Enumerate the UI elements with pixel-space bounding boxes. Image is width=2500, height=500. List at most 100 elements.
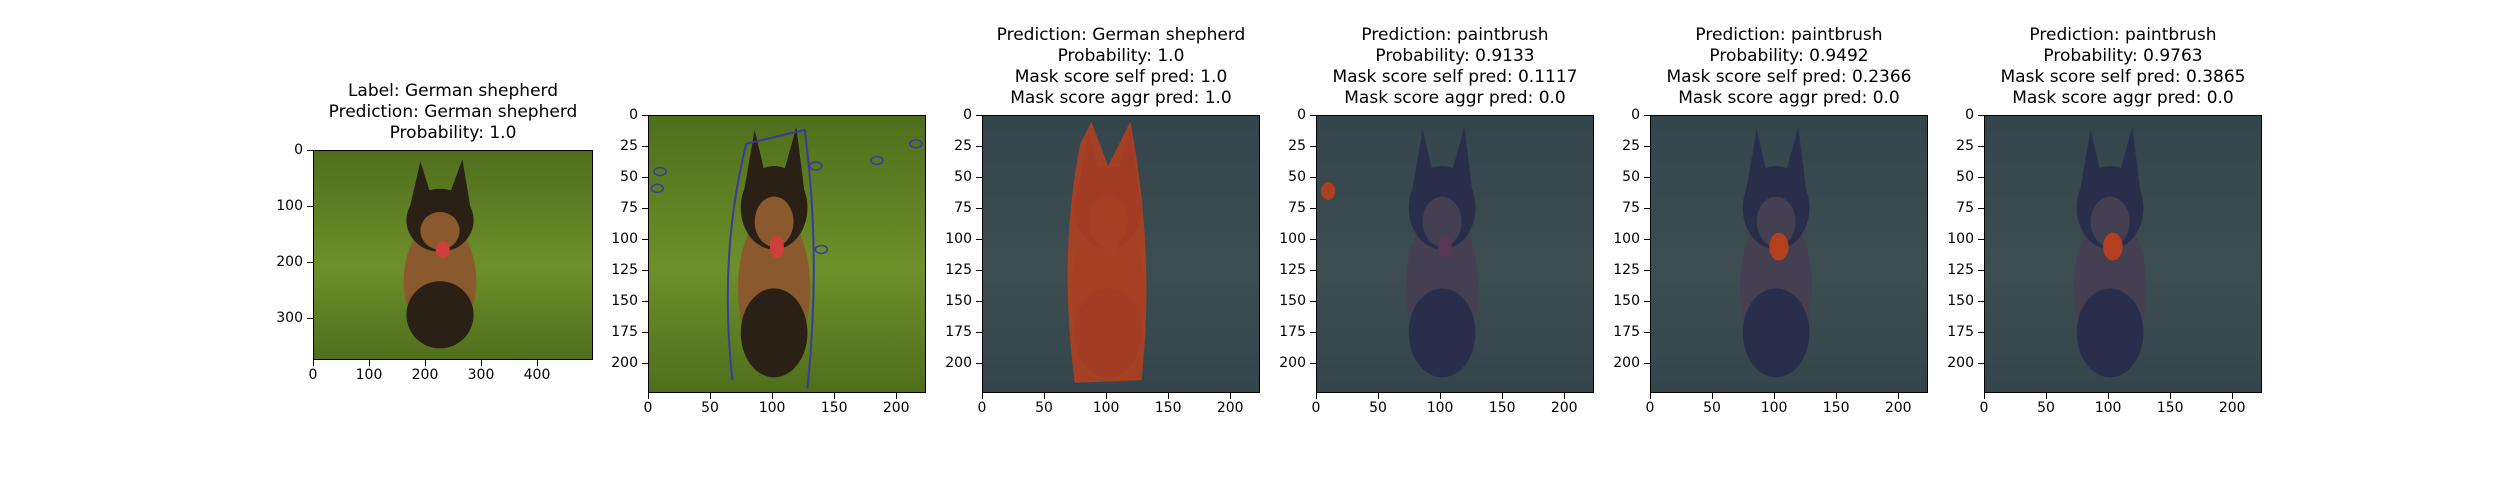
x-tick-label: 0 — [977, 400, 987, 416]
subplot-title-line: Mask score aggr pred: 1.0 — [1010, 88, 1232, 108]
mask-region — [2103, 232, 2123, 261]
x-tick-label: 50 — [1703, 400, 1721, 416]
y-tick-label: 200 — [611, 355, 638, 372]
x-tick-mark — [1984, 393, 1985, 399]
subplot-title-line: Mask score aggr pred: 0.0 — [1344, 88, 1566, 108]
y-tick-mark — [642, 239, 648, 241]
subplot-title-line: Mask score aggr pred: 0.0 — [1678, 88, 1900, 108]
subplot-title-line: Label: German shepherd — [347, 81, 559, 101]
segment-outline — [650, 183, 665, 194]
y-tick-label: 0 — [294, 142, 303, 158]
x-tick-label: 100 — [1760, 400, 1788, 416]
dog-tongue — [769, 235, 784, 258]
y-tick-label: 150 — [1947, 293, 1974, 310]
subplot-title-line: Prediction: paintbrush — [2029, 25, 2217, 45]
y-tick-mark — [1978, 208, 1984, 210]
image-content — [314, 151, 592, 359]
x-tick-mark — [1440, 393, 1442, 399]
x-tick-label: 200 — [1884, 400, 1912, 416]
segment-outline — [726, 128, 815, 389]
y-tick-mark — [1978, 115, 1984, 116]
y-tick-label: 100 — [1947, 231, 1974, 248]
x-tick-label: 150 — [1822, 400, 1850, 416]
y-tick-label: 25 — [954, 138, 972, 155]
y-tick-mark — [642, 363, 648, 365]
x-tick-label: 300 — [467, 367, 495, 383]
x-tick-label: 50 — [701, 400, 719, 416]
x-tick-mark — [1106, 393, 1108, 399]
dim-overlay — [1317, 116, 1593, 392]
x-tick-mark — [425, 360, 426, 366]
y-tick-mark — [642, 270, 648, 272]
dog-figure — [403, 159, 477, 349]
y-tick-label: 200 — [1613, 355, 1640, 372]
y-tick-mark — [1310, 270, 1316, 272]
y-tick-mark — [642, 301, 648, 303]
y-tick-mark — [976, 177, 982, 179]
y-tick-label: 25 — [620, 138, 638, 155]
y-tick-label: 200 — [1279, 355, 1306, 372]
x-tick-mark — [1774, 393, 1776, 399]
x-tick-mark — [537, 360, 538, 366]
y-tick-label: 100 — [276, 198, 303, 214]
y-tick-mark — [642, 208, 648, 210]
image-content — [1985, 116, 2261, 392]
segment-outline — [909, 139, 923, 149]
segment-outline — [809, 161, 823, 171]
x-tick-mark — [1502, 393, 1504, 399]
y-tick-mark — [1978, 301, 1984, 303]
y-tick-mark — [1644, 146, 1650, 148]
y-tick-mark — [1310, 239, 1316, 241]
x-tick-label: 400 — [523, 367, 551, 383]
x-tick-mark — [1044, 393, 1046, 399]
dog-tongue — [435, 241, 450, 259]
subplot-title-line: Mask score aggr pred: 0.0 — [2012, 88, 2234, 108]
image-content — [1317, 116, 1593, 392]
y-tick-label: 50 — [1288, 169, 1306, 186]
y-tick-label: 100 — [945, 231, 972, 248]
y-tick-label: 50 — [1956, 169, 1974, 186]
y-tick-label: 0 — [1297, 107, 1306, 123]
dim-overlay — [1651, 116, 1927, 392]
y-tick-mark — [307, 206, 313, 207]
x-tick-label: 100 — [758, 400, 786, 416]
y-tick-label: 0 — [1965, 107, 1974, 123]
x-tick-mark — [710, 393, 712, 399]
y-tick-label: 100 — [611, 231, 638, 248]
y-tick-mark — [1644, 270, 1650, 272]
image-axes — [648, 115, 926, 393]
y-tick-mark — [1310, 363, 1316, 365]
image-axes — [1316, 115, 1594, 393]
x-tick-mark — [772, 393, 774, 399]
x-tick-mark — [2170, 393, 2172, 399]
y-tick-label: 100 — [1279, 231, 1306, 248]
x-tick-label: 200 — [2218, 400, 2246, 416]
y-tick-label: 0 — [629, 107, 638, 123]
y-tick-mark — [1310, 146, 1316, 148]
x-tick-label: 200 — [1550, 400, 1578, 416]
y-tick-mark — [1310, 301, 1316, 303]
x-tick-mark — [1378, 393, 1380, 399]
mask-region — [1321, 182, 1336, 201]
subplot-title-line: Prediction: paintbrush — [1695, 25, 1883, 45]
y-tick-label: 175 — [1947, 324, 1974, 341]
y-tick-mark — [1644, 301, 1650, 303]
segment-outline — [814, 244, 829, 255]
subplot-title-line: Mask score self pred: 0.2366 — [1666, 67, 1912, 87]
segment-outline — [870, 155, 884, 166]
subplot-title-line: Probability: 0.9133 — [1375, 46, 1535, 66]
y-tick-label: 50 — [620, 169, 638, 186]
y-tick-mark — [976, 301, 982, 303]
y-tick-mark — [642, 332, 648, 334]
y-tick-mark — [1978, 270, 1984, 272]
y-tick-mark — [1978, 363, 1984, 365]
y-tick-mark — [307, 150, 313, 151]
mask-region — [1067, 121, 1147, 383]
y-tick-label: 25 — [1956, 138, 1974, 155]
y-tick-mark — [1310, 177, 1316, 179]
subplot-title-line: Mask score self pred: 0.1117 — [1332, 67, 1578, 87]
image-content — [649, 116, 925, 392]
y-tick-label: 125 — [611, 262, 638, 279]
x-tick-mark — [834, 393, 836, 399]
y-tick-label: 175 — [611, 324, 638, 341]
